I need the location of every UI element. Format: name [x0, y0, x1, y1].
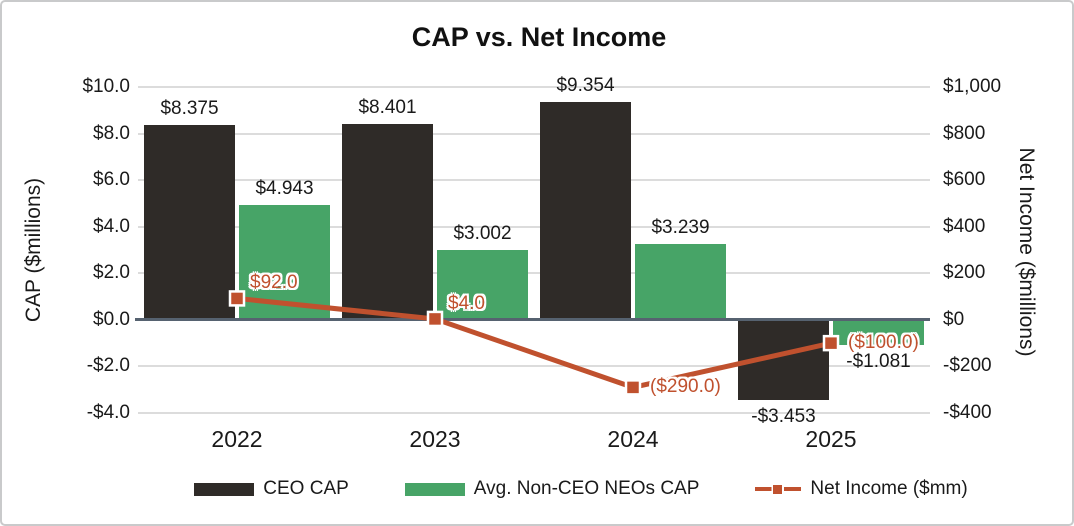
ceo-cap-bar: [540, 102, 631, 320]
left-axis-tick: $0.0: [93, 308, 130, 330]
bar-value-label: -$1.081: [846, 351, 911, 373]
left-axis-tick: $6.0: [93, 169, 130, 191]
bar-value-label: $3.239: [651, 217, 710, 239]
x-axis-label: 2023: [409, 426, 461, 452]
avg-non-ceo-neos-cap-bar: [437, 249, 528, 320]
right-axis-tick: $200: [943, 262, 986, 284]
right-axis-tick: $600: [943, 169, 986, 191]
gridline: [138, 132, 930, 135]
right-axis-tick: $1,000: [943, 76, 1002, 97]
legend-label: CEO CAP: [263, 478, 349, 499]
left-axis-tick: $2.0: [93, 262, 130, 284]
chart-title: CAP vs. Net Income: [411, 22, 667, 52]
legend-item: CEO CAP: [194, 478, 349, 500]
left-axis-title: CAP ($millions): [22, 177, 45, 323]
bar-value-label: $3.002: [453, 222, 512, 244]
x-axis-label: 2024: [607, 426, 659, 452]
right-axis-tick: $400: [943, 215, 986, 237]
net-income-marker: [822, 334, 840, 352]
legend-item: Avg. Non-CEO NEOs CAP: [404, 478, 700, 500]
net-income-value-label: $92.0: [250, 272, 298, 294]
plot-area: $8.375 $8.401 $9.354 -$3.453 $4.943 $3.002 $3.…: [135, 75, 930, 427]
right-axis-tick: -$400: [943, 402, 992, 423]
gridline: [138, 272, 930, 275]
legend-line-segment: [755, 487, 773, 491]
gridline: [138, 225, 930, 228]
legend-swatch: [404, 482, 465, 496]
legend-item: Net Income ($mm): [755, 478, 968, 500]
legend-line-marker: [773, 484, 783, 494]
left-axis-tick: -$4.0: [86, 402, 130, 423]
left-axis-tick: $4.0: [93, 215, 130, 237]
x-axis-label: 2025: [805, 426, 857, 452]
gridline: [138, 179, 930, 182]
net-income-value-label: ($100.0): [848, 332, 919, 354]
legend-label: Net Income ($mm): [810, 478, 968, 499]
x-axis-label: 2022: [211, 426, 263, 452]
avg-non-ceo-neos-cap-bar: [635, 244, 726, 320]
zero-line: [135, 318, 930, 322]
right-axis-tick: $0: [943, 308, 965, 330]
bar-value-label: $4.943: [255, 177, 314, 199]
legend-line-segment: [784, 487, 802, 491]
left-axis-tick: -$2.0: [86, 355, 130, 377]
net-income-line-path: [236, 295, 832, 390]
legend: CEO CAP Avg. Non-CEO NEOs CAP Net Income (…: [44, 478, 1074, 500]
net-income-value-label: ($290.0): [650, 376, 721, 398]
net-income-marker: [624, 379, 642, 396]
legend-swatch: [194, 482, 255, 496]
ceo-cap-bar: [144, 124, 235, 320]
bar-value-label: $9.354: [556, 75, 615, 97]
right-axis-tick: $800: [943, 122, 986, 144]
left-axis-tick: $10.0: [82, 76, 130, 97]
right-axis-tick: -$200: [943, 355, 992, 377]
ceo-cap-bar: [342, 124, 433, 320]
net-income-marker: [426, 310, 444, 328]
left-axis-tick: $8.0: [93, 122, 130, 144]
legend-line-swatch: [755, 482, 802, 497]
net-income-value-label: $4.0: [448, 292, 485, 314]
bar-value-label: $8.401: [358, 97, 417, 119]
bar-value-label: $8.375: [160, 97, 219, 119]
gridline: [138, 412, 930, 414]
net-income-line: [228, 290, 840, 396]
net-income-marker: [228, 290, 246, 307]
legend-label: Avg. Non-CEO NEOs CAP: [473, 478, 700, 499]
avg-non-ceo-neos-cap-bar: [833, 319, 924, 345]
gridline: [138, 365, 930, 368]
gridline: [138, 86, 930, 88]
bar-value-label: -$3.453: [751, 406, 816, 428]
